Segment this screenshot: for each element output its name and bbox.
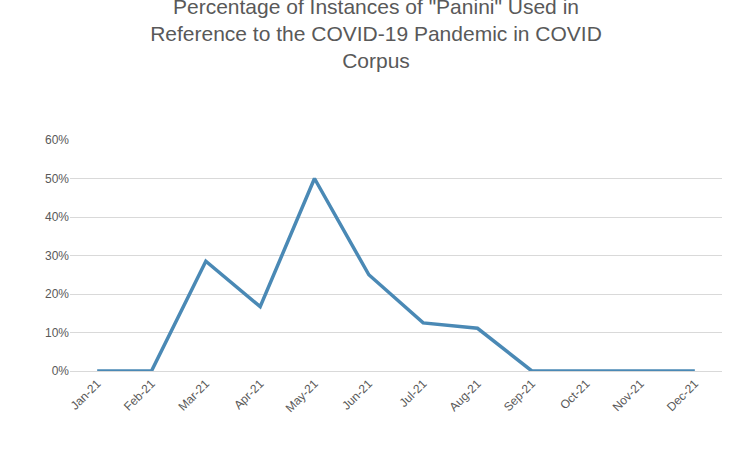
svg-text:50%: 50% bbox=[45, 172, 69, 186]
svg-text:30%: 30% bbox=[45, 249, 69, 263]
svg-text:Oct-21: Oct-21 bbox=[557, 377, 593, 413]
svg-text:Jan-21: Jan-21 bbox=[68, 377, 104, 413]
svg-text:Sep-21: Sep-21 bbox=[501, 377, 538, 414]
svg-text:0%: 0% bbox=[52, 364, 70, 378]
svg-text:Aug-21: Aug-21 bbox=[447, 377, 484, 414]
svg-text:May-21: May-21 bbox=[283, 377, 321, 415]
svg-text:20%: 20% bbox=[45, 287, 69, 301]
svg-text:10%: 10% bbox=[45, 326, 69, 340]
svg-text:Dec-21: Dec-21 bbox=[664, 377, 701, 414]
svg-text:Apr-21: Apr-21 bbox=[231, 377, 267, 413]
svg-text:Percentage of Instances of "Pa: Percentage of Instances of "Panini" Used… bbox=[150, 0, 602, 72]
svg-text:Mar-21: Mar-21 bbox=[175, 377, 212, 414]
svg-text:Nov-21: Nov-21 bbox=[610, 377, 647, 414]
svg-text:Jul-21: Jul-21 bbox=[397, 377, 430, 410]
svg-text:Jun-21: Jun-21 bbox=[339, 377, 375, 413]
svg-text:40%: 40% bbox=[45, 210, 69, 224]
svg-text:60%: 60% bbox=[45, 133, 69, 147]
svg-text:Feb-21: Feb-21 bbox=[121, 377, 158, 414]
